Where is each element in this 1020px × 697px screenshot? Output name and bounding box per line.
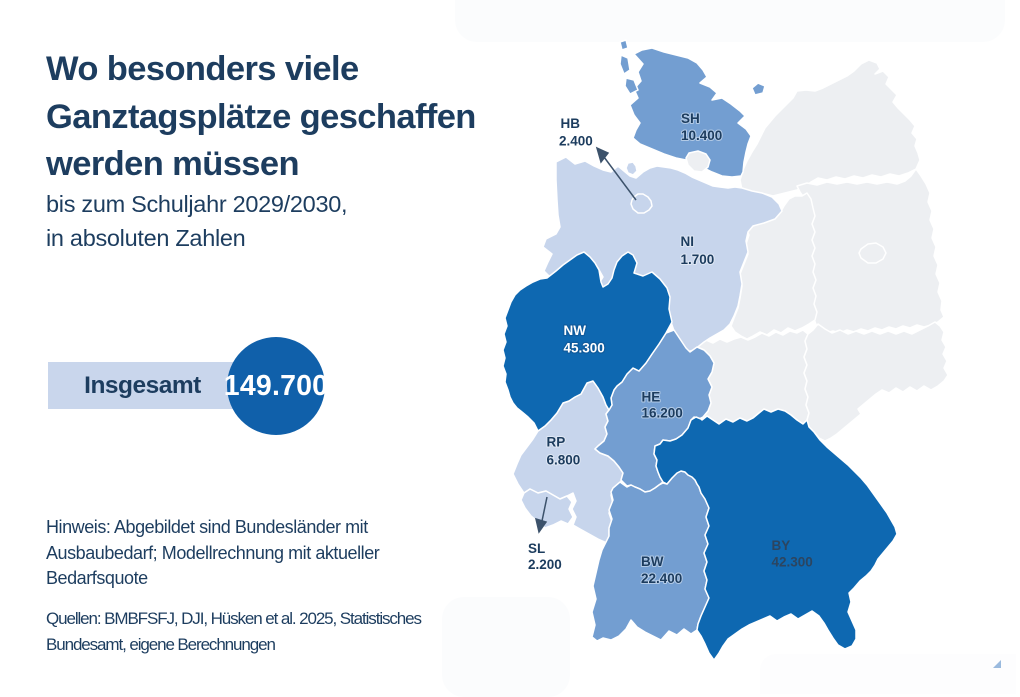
- svg-text:BW: BW: [641, 554, 664, 569]
- svg-text:2.200: 2.200: [528, 557, 562, 572]
- svg-text:2.400: 2.400: [559, 134, 593, 149]
- svg-text:HE: HE: [642, 390, 661, 405]
- svg-text:22.400: 22.400: [641, 571, 682, 586]
- svg-text:NW: NW: [564, 323, 587, 338]
- svg-text:BY: BY: [772, 538, 791, 553]
- svg-text:RP: RP: [547, 435, 566, 450]
- svg-text:NI: NI: [681, 234, 695, 249]
- svg-text:SH: SH: [681, 111, 700, 126]
- svg-text:6.800: 6.800: [547, 453, 581, 468]
- svg-text:HB: HB: [561, 116, 581, 131]
- svg-text:42.300: 42.300: [772, 555, 813, 570]
- svg-text:45.300: 45.300: [564, 341, 605, 356]
- svg-text:1.700: 1.700: [681, 252, 715, 267]
- svg-text:SL: SL: [528, 541, 545, 556]
- svg-text:10.400: 10.400: [681, 128, 722, 143]
- svg-text:16.200: 16.200: [642, 406, 683, 421]
